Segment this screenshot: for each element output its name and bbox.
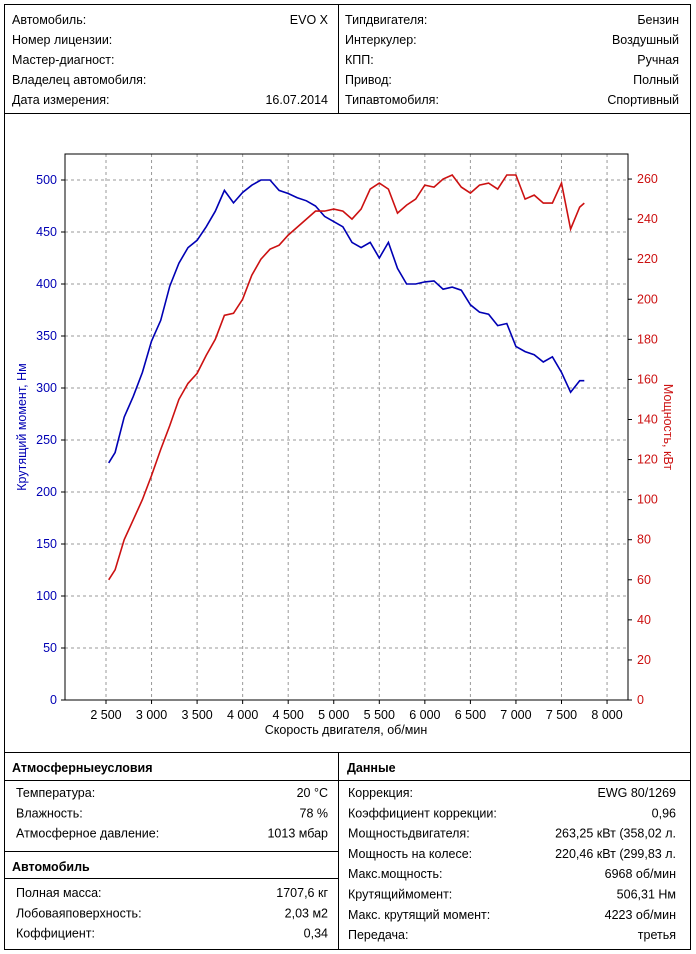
y-axis-label: Крутящий момент, Нм <box>15 363 29 490</box>
field-label: Мощность на колесе: <box>348 847 472 861</box>
field-label: Интеркулер: <box>345 33 417 47</box>
field-value: 0,96 <box>652 806 676 820</box>
field-value: 263,25 кВт (358,02 л. <box>555 827 676 841</box>
field-label: Коррекция: <box>348 786 413 800</box>
x-tick-label: 7 000 <box>500 708 531 722</box>
section-title: Автомобиль <box>12 860 90 874</box>
y2-tick-label: 200 <box>637 292 658 306</box>
x-tick-label: 4 000 <box>227 708 258 722</box>
y2-tick-label: 120 <box>637 453 658 467</box>
field-label: Дата измерения: <box>12 93 109 107</box>
field-label: Типдвигателя: <box>345 13 427 27</box>
field-label: Передача: <box>348 928 408 942</box>
field-value: третья <box>638 928 676 942</box>
x-tick-label: 8 000 <box>591 708 622 722</box>
field-label: Крутящиймомент: <box>348 888 452 902</box>
y-tick-label: 300 <box>36 381 57 395</box>
x-tick-label: 6 000 <box>409 708 440 722</box>
field-label: Мощностьдвигателя: <box>348 827 470 841</box>
x-tick-label: 7 500 <box>546 708 577 722</box>
field-label: Номер лицензии: <box>12 33 112 47</box>
field-value: 220,46 кВт (299,83 л. <box>555 847 676 861</box>
field-value: 506,31 Нм <box>617 888 676 902</box>
y2-tick-label: 160 <box>637 372 658 386</box>
y2-axis-label: Мощность, кВт <box>661 384 675 470</box>
y-tick-label: 150 <box>36 537 57 551</box>
field-value: 1707,6 кг <box>276 886 328 900</box>
y-tick-label: 50 <box>43 641 57 655</box>
y2-tick-label: 100 <box>637 493 658 507</box>
field-label: Влажность: <box>16 806 83 820</box>
field-value: Воздушный <box>612 33 679 47</box>
y2-tick-label: 20 <box>637 653 651 667</box>
field-label: Макс.мощность: <box>348 867 442 881</box>
y2-tick-label: 260 <box>637 172 658 186</box>
y2-tick-label: 240 <box>637 212 658 226</box>
x-tick-label: 6 500 <box>455 708 486 722</box>
plot-frame <box>64 153 629 701</box>
field-label: Привод: <box>345 73 392 87</box>
field-value: 0,34 <box>304 927 328 941</box>
y2-tick-label: 180 <box>637 332 658 346</box>
field-label: Мастер-диагност: <box>12 53 115 67</box>
x-axis-label: Скорость двигателя, об/мин <box>265 723 428 737</box>
field-value: Спортивный <box>607 93 679 107</box>
y-tick-label: 450 <box>36 225 57 239</box>
y-tick-label: 500 <box>36 173 57 187</box>
y2-tick-label: 0 <box>637 693 644 707</box>
x-tick-label: 5 000 <box>318 708 349 722</box>
y-tick-label: 350 <box>36 329 57 343</box>
y-tick-label: 0 <box>50 693 57 707</box>
y2-tick-label: 220 <box>637 252 658 266</box>
field-label: Полная масса: <box>16 886 102 900</box>
frame <box>4 4 691 950</box>
field-value: EVO X <box>290 13 329 27</box>
field-value: Бензин <box>637 13 679 27</box>
x-tick-label: 5 500 <box>364 708 395 722</box>
y2-tick-label: 80 <box>637 533 651 547</box>
field-label: Владелец автомобиля: <box>12 73 146 87</box>
data-line <box>108 174 585 581</box>
field-value: 4223 об/мин <box>605 908 676 922</box>
x-tick-label: 3 000 <box>136 708 167 722</box>
field-value: 20 °C <box>297 786 328 800</box>
field-value: 6968 об/мин <box>605 867 676 881</box>
field-label: Коэффициент коррекции: <box>348 806 497 820</box>
field-label: Температура: <box>16 786 95 800</box>
field-label: Типавтомобиля: <box>345 93 439 107</box>
y2-tick-label: 140 <box>637 412 658 426</box>
y-tick-label: 200 <box>36 485 57 499</box>
field-label: Макс. крутящий момент: <box>348 908 490 922</box>
field-label: Коффициент: <box>16 927 95 941</box>
y-tick-label: 250 <box>36 433 57 447</box>
field-label: Автомобиль: <box>12 13 86 27</box>
field-value: Полный <box>633 73 679 87</box>
field-value: 16.07.2014 <box>265 93 328 107</box>
x-tick-label: 4 500 <box>273 708 304 722</box>
data-line <box>108 179 585 464</box>
y2-tick-label: 60 <box>637 573 651 587</box>
section-title: Атмосферныеусловия <box>12 761 153 775</box>
field-value: Ручная <box>637 53 679 67</box>
field-label: Лобоваяповерхность: <box>16 906 142 920</box>
x-tick-label: 3 500 <box>181 708 212 722</box>
field-value: EWG 80/1269 <box>597 786 676 800</box>
section-title: Данные <box>347 761 396 775</box>
field-value: 1013 мбар <box>267 827 328 841</box>
y2-tick-label: 40 <box>637 613 651 627</box>
field-value: 2,03 м2 <box>285 906 328 920</box>
y-tick-label: 100 <box>36 589 57 603</box>
field-label: Атмосферное давление: <box>16 827 159 841</box>
x-tick-label: 2 500 <box>90 708 121 722</box>
y-tick-label: 400 <box>36 277 57 291</box>
field-label: КПП: <box>345 53 374 67</box>
field-value: 78 % <box>300 806 329 820</box>
